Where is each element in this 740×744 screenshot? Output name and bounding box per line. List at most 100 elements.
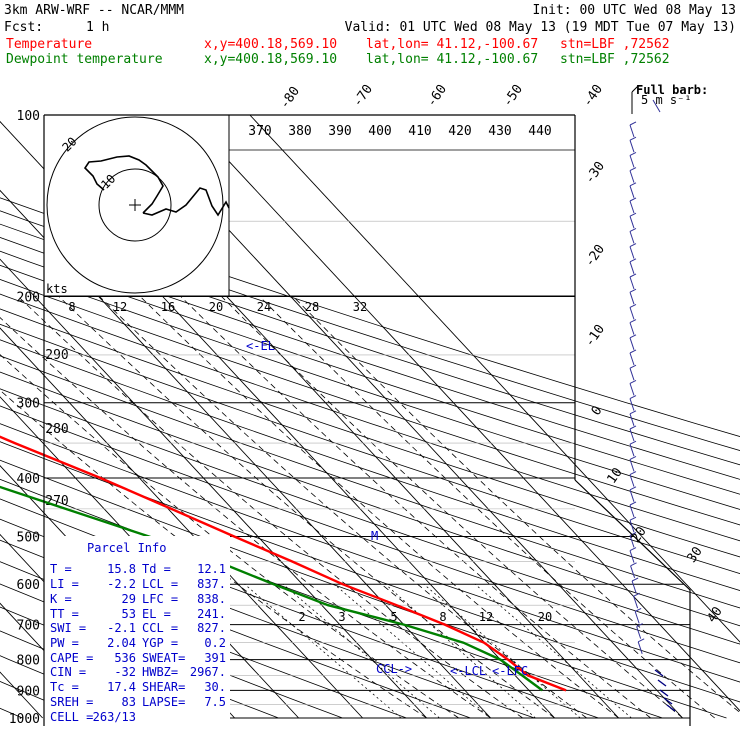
wind-barb-staff <box>629 292 635 305</box>
wind-barb-staff <box>629 124 635 138</box>
wind-barb-flag <box>629 379 637 384</box>
legend-temperature-latlon: lat,lon= 41.12,-100.67 <box>366 37 538 52</box>
parcel-row-label: SWI = <box>50 621 86 635</box>
theta-label: 400 <box>368 124 391 139</box>
legend-temperature-stn: stn=LBF ,72562 <box>560 37 670 52</box>
wind-barb-flag <box>629 167 637 172</box>
hodograph-kts-label: kts <box>46 282 68 296</box>
fcst-value: 1 h <box>86 20 109 35</box>
pressure-tick-label: 200 <box>17 291 40 306</box>
parcel-row-label: TT = <box>50 607 79 621</box>
wind-barb-staff <box>634 611 640 624</box>
wind-barb-staff <box>629 383 635 396</box>
pressure-tick-label: 1000 <box>9 712 40 727</box>
parcel-row-value2: 241. <box>197 607 226 621</box>
wind-barb-staff <box>629 413 635 426</box>
mixing-ratio-line <box>474 583 632 719</box>
wind-barb-staff <box>629 276 635 290</box>
el-marker: <-EL <box>246 339 275 353</box>
dry-adiabat-line <box>0 355 740 609</box>
wind-barb-staff <box>637 641 643 654</box>
parcel-row-label2: LCL = <box>142 577 178 591</box>
legend-dewpoint-name: Dewpoint temperature <box>6 52 163 67</box>
wind-barb-low <box>666 704 676 712</box>
dewpoint-profile <box>0 485 544 692</box>
plot-frame-step <box>574 479 691 726</box>
wind-barb-flag <box>629 440 637 445</box>
parcel-row-value2: 12.1 <box>197 562 226 576</box>
wind-barb-flag <box>629 334 637 339</box>
hodograph: 10 20 kts <box>44 115 575 296</box>
theta-label: 380 <box>288 124 311 139</box>
wind-barb-staff <box>629 261 635 274</box>
wind-barb-staff <box>629 444 635 457</box>
theta-label: 410 <box>408 124 431 139</box>
pressure-tick-label: 300 <box>17 397 40 412</box>
dry-adiabat-label: 280 <box>45 422 68 437</box>
theta-label: 390 <box>328 124 351 139</box>
parcel-row-value: 17.4 <box>107 680 136 694</box>
lcl-marker: <-LCL <box>450 664 486 678</box>
wind-barb-staff <box>629 550 635 563</box>
isotherm-line <box>185 114 740 712</box>
parcel-row-label2: YGP = <box>142 636 178 650</box>
pressure-tick-label: 800 <box>17 654 40 669</box>
mixing-ratio-line <box>282 583 440 719</box>
wind-barb-flag <box>629 501 637 506</box>
wind-barb-low <box>657 679 667 687</box>
wind-barb-flag <box>629 273 637 278</box>
sounding-series <box>0 435 567 692</box>
parcel-row-value2: 837. <box>197 577 226 591</box>
mixing-ratio-label: 5 <box>390 610 397 624</box>
wind-barb-staff <box>629 231 635 244</box>
wind-barb-low <box>654 669 664 677</box>
lfc-marker: <-LFC <box>492 664 528 678</box>
valid-time: Valid: 01 UTC Wed 08 May 13 (19 MDT Tue … <box>345 20 736 35</box>
wind-barb-flag <box>634 607 642 612</box>
parcel-row-label2: SHEAR= <box>142 680 185 694</box>
parcel-row-value: -2.2 <box>107 577 136 591</box>
dry-adiabat-label: 290 <box>45 348 68 363</box>
hodograph-speed-tick: 28 <box>305 300 319 314</box>
isotherm-line <box>249 114 740 643</box>
hodograph-trace-high <box>83 155 164 214</box>
isotherm-line <box>0 189 491 719</box>
wind-barb-flag <box>629 319 637 324</box>
parcel-row-label2: SWEAT= <box>142 651 185 665</box>
wind-barbs <box>629 99 676 712</box>
wind-barb-staff <box>629 216 635 229</box>
parcel-row-value2: 30. <box>204 680 226 694</box>
wind-barb-low <box>663 697 673 705</box>
hodograph-ring-10 <box>98 168 172 242</box>
theta-label: 370 <box>248 124 271 139</box>
hodograph-ring-20 <box>46 116 224 294</box>
pressure-tick-label: 500 <box>17 530 40 545</box>
parcel-info-title: Parcel Info <box>87 541 166 555</box>
parcel-row-label: K = <box>50 592 72 606</box>
parcel-row-value: 83 <box>122 695 136 709</box>
legend-temperature-name: Temperature <box>6 37 92 52</box>
parcel-row-value2: 2967. <box>190 665 226 679</box>
parcel-row-value: 536 <box>114 651 136 665</box>
wind-barb-flag <box>631 577 639 582</box>
hodograph-speed-tick: 12 <box>113 300 127 314</box>
moist-adiabat-line <box>58 296 555 719</box>
legend-dewpoint-latlon: lat,lon= 41.12,-100.67 <box>366 52 538 67</box>
pressure-tick-label: 100 <box>17 109 40 124</box>
parcel-row-label: CAPE = <box>50 651 93 665</box>
parcel-row-label: SREH = <box>50 695 93 709</box>
wind-barb-top <box>652 99 661 113</box>
parcel-row-value2: 838. <box>197 592 226 606</box>
wind-barb-staff <box>629 185 635 198</box>
wind-barb-flag <box>629 531 637 536</box>
wind-barb-flag <box>633 592 640 597</box>
wind-barb-staff <box>633 596 639 609</box>
wind-barb-staff <box>629 368 635 381</box>
wind-barb-flag <box>630 562 637 567</box>
isotherm-line <box>0 602 107 719</box>
hodograph-speed-ticks: 8 12 16 20 24 28 32 <box>44 295 575 314</box>
mixing-ratio-label: 2 <box>298 610 305 624</box>
model-title: 3km ARW-WRF -- NCAR/MMM <box>4 3 184 18</box>
parcel-row-value2: 7.5 <box>204 695 226 709</box>
wind-barb-staff <box>629 140 635 153</box>
